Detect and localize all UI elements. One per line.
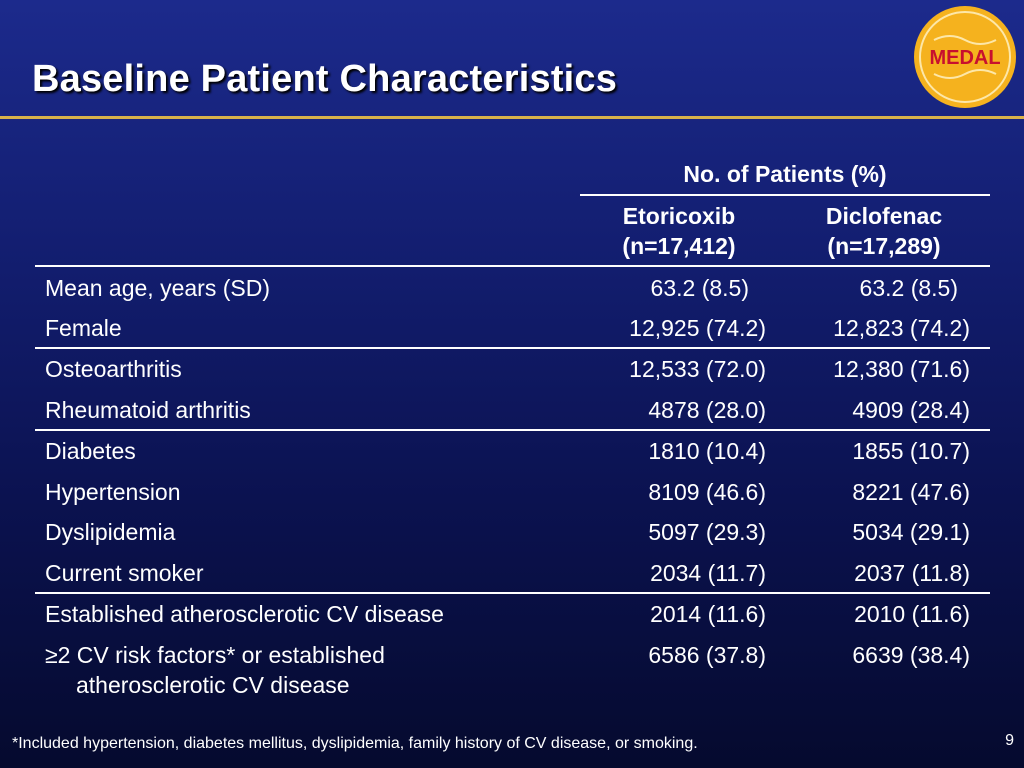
group-header-rule: [580, 194, 990, 196]
row-value-diclofenac: 12,823 (74.2): [833, 315, 970, 341]
row-value-etoricoxib: 6586 (37.8): [648, 642, 766, 668]
row-label: Mean age, years (SD): [45, 275, 270, 301]
row-value-diclofenac: 5034 (29.1): [852, 519, 970, 545]
page-number: 9: [1005, 732, 1014, 749]
row-value-etoricoxib: 1810 (10.4): [648, 438, 766, 464]
row-label: ≥2 CV risk factors* or established: [45, 642, 385, 668]
row-value-etoricoxib: 8109 (46.6): [648, 479, 766, 505]
col-header-diclofenac-name: Diclofenac: [825, 203, 943, 229]
row-value-diclofenac: 63.2 (8.5): [859, 275, 958, 301]
header-rule: [35, 265, 990, 267]
col-header-diclofenac-n: (n=17,289): [827, 233, 941, 259]
row-label: Established atherosclerotic CV disease: [45, 601, 444, 627]
row-label: Current smoker: [45, 560, 204, 586]
row-value-etoricoxib: 2014 (11.6): [650, 601, 766, 627]
row-value-etoricoxib: 12,925 (74.2): [629, 315, 766, 341]
row-label: Osteoarthritis: [45, 356, 182, 382]
row-value-etoricoxib: 4878 (28.0): [648, 397, 766, 423]
row-value-etoricoxib: 2034 (11.7): [650, 560, 766, 586]
row-label: Dyslipidemia: [45, 519, 176, 545]
medal-logo: MEDAL: [912, 4, 1018, 110]
section-rule: [35, 347, 990, 349]
section-rule: [35, 592, 990, 594]
row-value-etoricoxib: 12,533 (72.0): [629, 356, 766, 382]
logo-text: MEDAL: [929, 47, 1000, 69]
row-label: Diabetes: [45, 438, 136, 464]
medal-logo-icon: MEDAL: [914, 6, 1016, 108]
col-header-etoricoxib-n: (n=17,412): [622, 233, 736, 259]
row-value-diclofenac: 2037 (11.8): [854, 560, 970, 586]
slide-title: Baseline Patient Characteristics: [32, 58, 618, 100]
col-header-etoricoxib-name: Etoricoxib: [622, 203, 736, 229]
row-value-diclofenac: 6639 (38.4): [852, 642, 970, 668]
row-value-diclofenac: 1855 (10.7): [852, 438, 970, 464]
row-label-continued: atherosclerotic CV disease: [76, 672, 350, 698]
row-value-diclofenac: 12,380 (71.6): [833, 356, 970, 382]
row-value-diclofenac: 8221 (47.6): [852, 479, 970, 505]
row-value-etoricoxib: 5097 (29.3): [648, 519, 766, 545]
section-rule: [35, 429, 990, 431]
row-label: Rheumatoid arthritis: [45, 397, 251, 423]
row-value-diclofenac: 2010 (11.6): [854, 601, 970, 627]
row-label: Female: [45, 315, 122, 341]
row-value-diclofenac: 4909 (28.4): [852, 397, 970, 423]
footnote: *Included hypertension, diabetes mellitu…: [12, 735, 698, 752]
title-divider: [0, 116, 1024, 119]
group-header: No. of Patients (%): [683, 161, 887, 187]
row-value-etoricoxib: 63.2 (8.5): [650, 275, 749, 301]
row-label: Hypertension: [45, 479, 181, 505]
